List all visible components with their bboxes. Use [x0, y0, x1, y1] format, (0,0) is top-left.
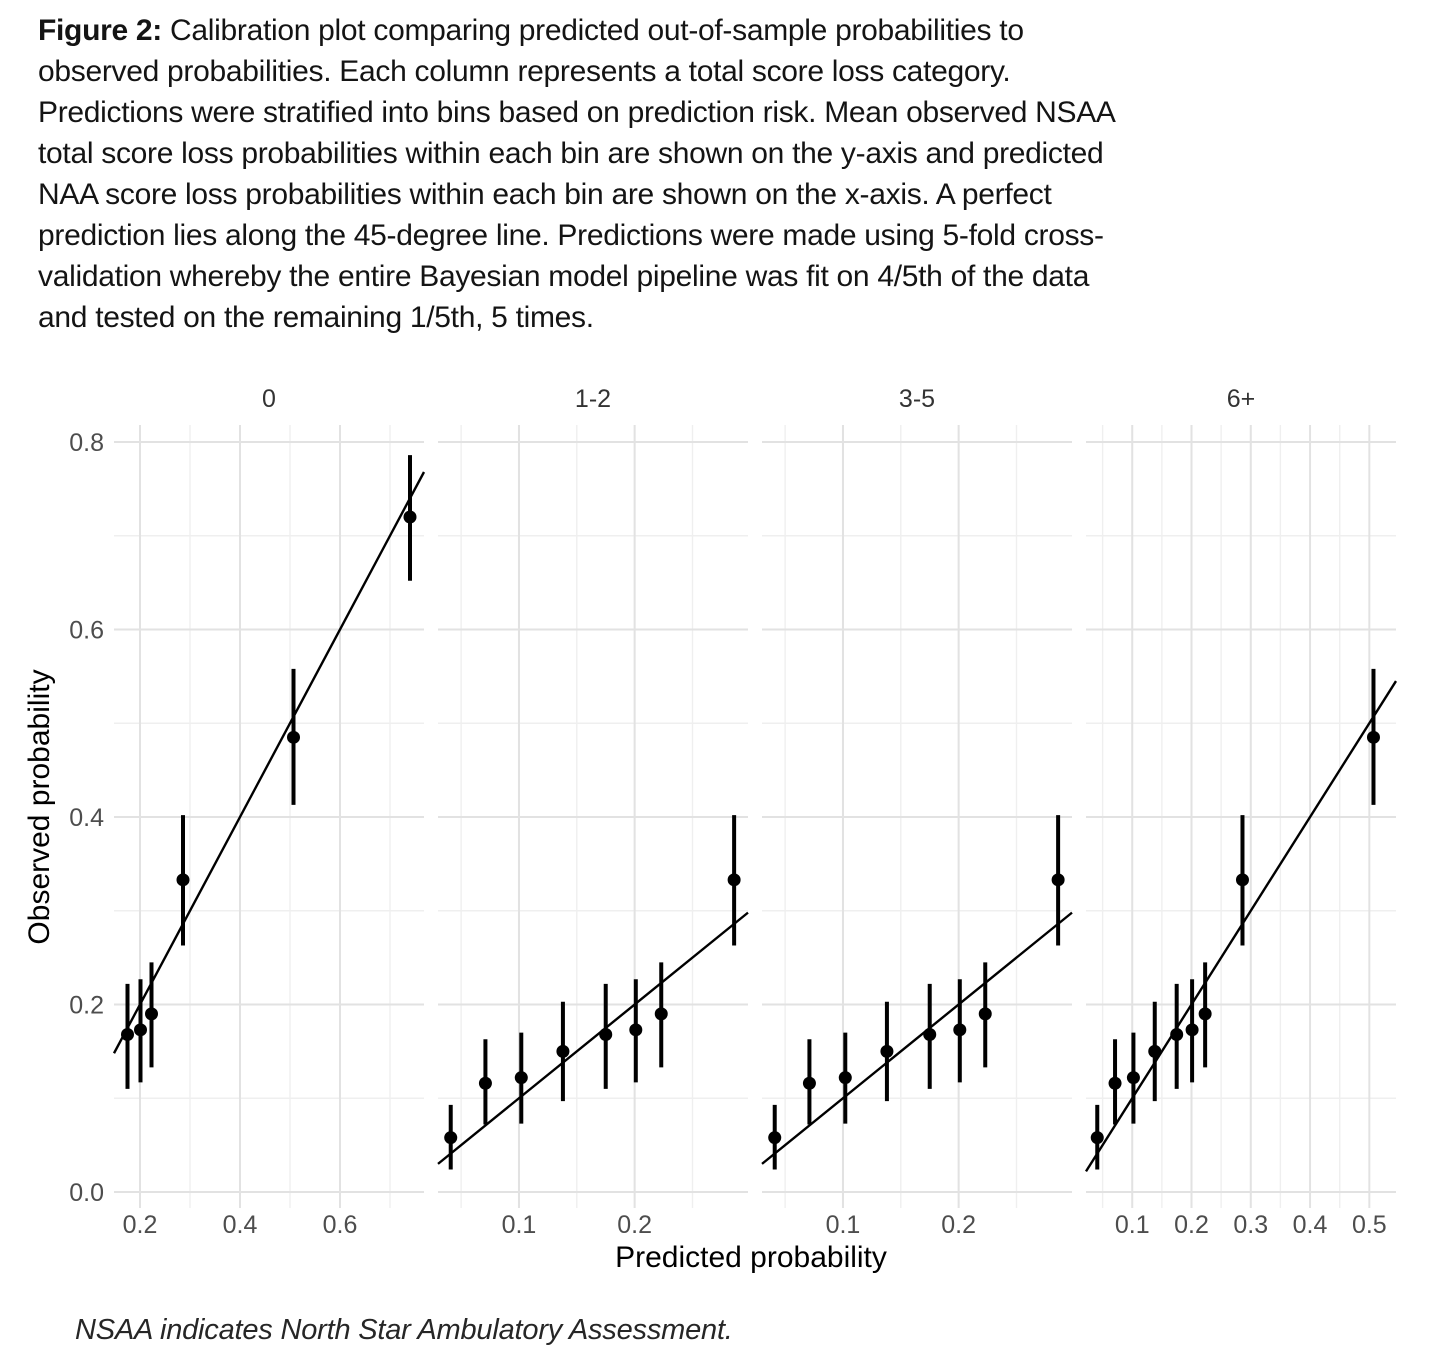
- data-point: [838, 1071, 852, 1085]
- facet-strip-label: 3-5: [899, 385, 935, 413]
- data-point: [514, 1071, 528, 1085]
- y-axis-title: Observed probability: [23, 669, 56, 944]
- data-point: [1366, 730, 1380, 744]
- data-point: [403, 510, 417, 524]
- data-point: [1235, 873, 1249, 887]
- x-tick-label: 0.1: [826, 1211, 861, 1239]
- y-tick-label: 0.6: [69, 617, 104, 645]
- data-point: [145, 1007, 158, 1021]
- caption-line: NAA score loss probabilities within each…: [38, 178, 1052, 211]
- data-point: [953, 1023, 967, 1037]
- panel-1-2: 0.1 0.2 1-2: [437, 385, 749, 1239]
- figure-caption: Figure 2: Calibration plot comparing pre…: [38, 10, 1418, 338]
- x-tick-label: 0.5: [1352, 1211, 1387, 1239]
- x-tick-label: 0.6: [323, 1211, 358, 1239]
- data-point: [478, 1076, 492, 1090]
- reference-line: [437, 911, 749, 1165]
- data-point: [1051, 873, 1065, 887]
- data-point: [1126, 1071, 1140, 1085]
- data-point: [121, 1028, 134, 1041]
- data-point: [923, 1028, 937, 1041]
- data-point: [444, 1131, 458, 1145]
- caption-line: Figure 2: Calibration plot comparing pre…: [38, 14, 1024, 47]
- panel-0: 0.2 0.4 0.6 0: [112, 385, 426, 1239]
- data-point: [654, 1007, 668, 1021]
- data-point: [176, 873, 190, 887]
- x-tick-label: 0.2: [1174, 1211, 1209, 1239]
- x-tick-label: 0.2: [941, 1211, 976, 1239]
- data-point: [802, 1076, 816, 1090]
- figure-footnote: NSAA indicates North Star Ambulatory Ass…: [75, 1314, 733, 1346]
- x-tick-label: 0.2: [617, 1211, 652, 1239]
- panel-6+: 0.1 0.2 0.3 0.4 0.5 6+: [1084, 385, 1398, 1239]
- x-tick-label: 0.4: [1293, 1211, 1328, 1239]
- y-tick-label: 0.4: [69, 804, 104, 832]
- caption-line: and tested on the remaining 1/5th, 5 tim…: [38, 301, 594, 334]
- x-tick-label: 0.1: [502, 1211, 537, 1239]
- x-tick-label: 0.1: [1115, 1211, 1150, 1239]
- data-point: [1185, 1023, 1199, 1037]
- reference-line: [112, 471, 426, 1054]
- caption-line: total score loss probabilities within ea…: [38, 137, 1104, 170]
- facet-strip-label: 0: [262, 385, 276, 413]
- data-point: [1170, 1028, 1184, 1041]
- figure-number-label: Figure 2:: [38, 14, 171, 47]
- data-point: [1148, 1044, 1162, 1058]
- data-point: [1090, 1131, 1104, 1145]
- caption-line: validation whereby the entire Bayesian m…: [38, 260, 1090, 293]
- facet-strip-label: 6+: [1227, 385, 1256, 413]
- panel-3-5: 0.1 0.2 3-5: [761, 385, 1073, 1239]
- data-point: [599, 1028, 613, 1041]
- data-point: [1198, 1007, 1212, 1021]
- x-tick-label: 0.3: [1233, 1211, 1268, 1239]
- reference-line: [761, 911, 1073, 1165]
- caption-line: observed probabilities. Each column repr…: [38, 55, 1011, 88]
- data-point: [978, 1007, 992, 1021]
- y-tick-label: 0.0: [69, 1179, 104, 1207]
- x-tick-label: 0.4: [223, 1211, 258, 1239]
- data-point: [1108, 1076, 1122, 1090]
- caption-line: prediction lies along the 45-degree line…: [38, 219, 1104, 252]
- data-point: [287, 730, 300, 744]
- data-point: [629, 1023, 643, 1037]
- y-tick-label: 0.8: [69, 429, 104, 457]
- x-axis-title: Predicted probability: [615, 1241, 887, 1274]
- x-tick-label: 0.2: [123, 1211, 158, 1239]
- data-point: [556, 1044, 570, 1058]
- data-point: [768, 1131, 782, 1145]
- data-point: [727, 873, 741, 887]
- caption-line: Predictions were stratified into bins ba…: [38, 96, 1116, 129]
- y-tick-label: 0.2: [69, 992, 104, 1020]
- data-point: [880, 1044, 894, 1058]
- facet-strip-label: 1-2: [575, 385, 611, 413]
- data-point: [134, 1023, 147, 1037]
